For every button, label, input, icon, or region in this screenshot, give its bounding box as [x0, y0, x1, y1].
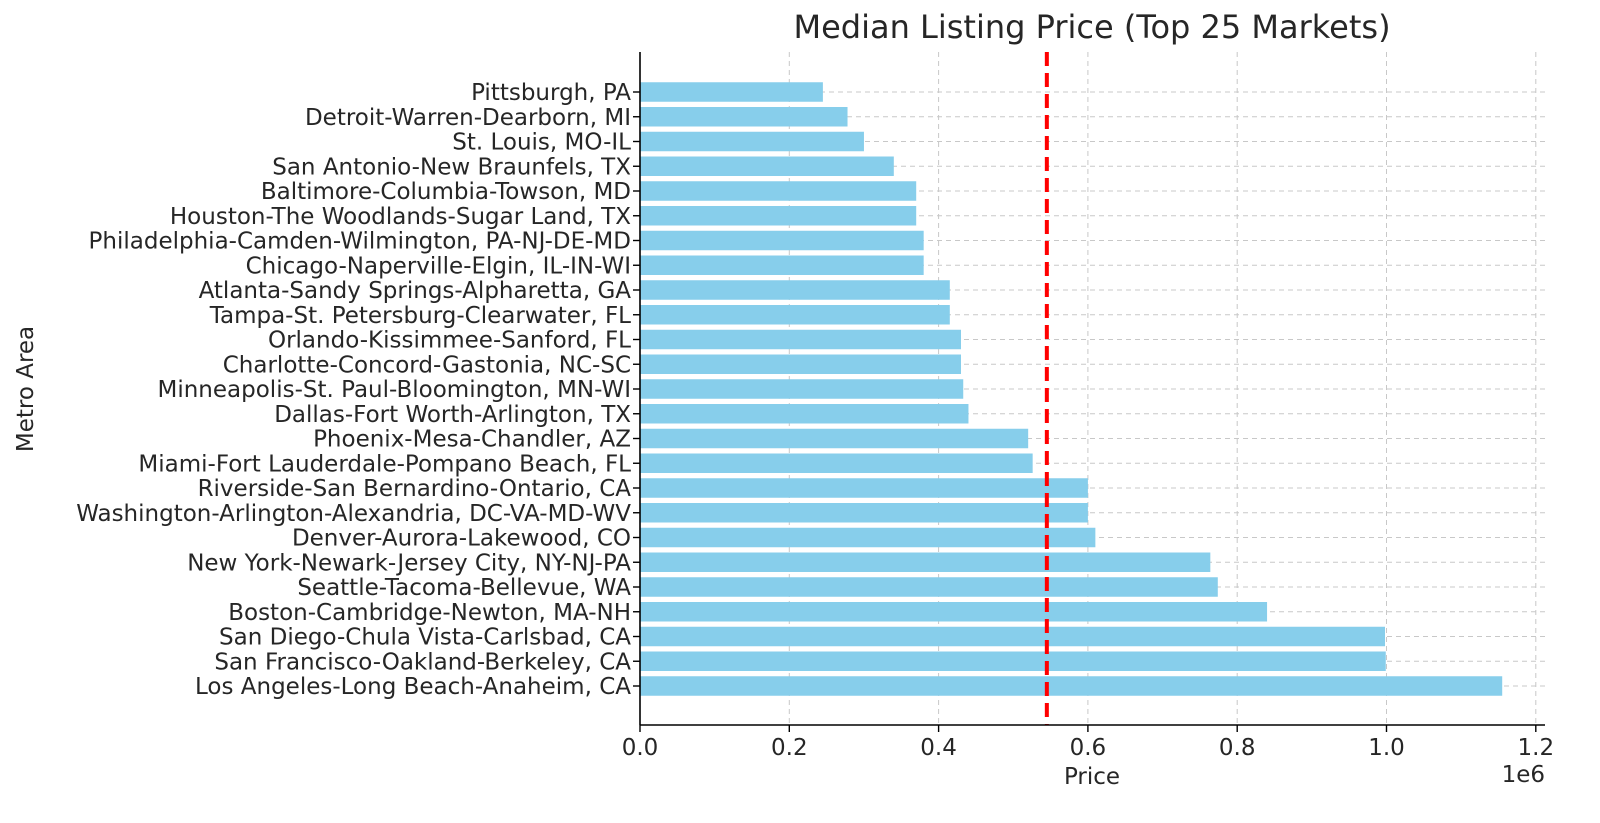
- bar: [640, 428, 1029, 449]
- y-tick-label: Philadelphia-Camden-Wilmington, PA-NJ-DE…: [89, 229, 631, 255]
- x-tick-label: 0.6: [1070, 735, 1107, 761]
- y-tick-label: St. Louis, MO-IL: [452, 130, 631, 156]
- y-tick-label: Dallas-Fort Worth-Arlington, TX: [274, 402, 631, 428]
- bar: [640, 552, 1211, 572]
- y-tick-label: Charlotte-Concord-Gastonia, NC-SC: [223, 352, 631, 378]
- bar: [640, 527, 1096, 548]
- x-tick-label: 0.2: [771, 735, 808, 761]
- x-axis-label: Price: [1064, 764, 1120, 790]
- y-tick-label: Chicago-Naperville-Elgin, IL-IN-WI: [246, 253, 631, 279]
- bar: [640, 626, 1386, 647]
- y-tick-label: Seattle-Tacoma-Bellevue, WA: [297, 575, 631, 601]
- y-tick-label: San Francisco-Oakland-Berkeley, CA: [214, 649, 631, 675]
- bar: [640, 404, 969, 424]
- bar: [640, 354, 961, 374]
- axes-layer: [633, 52, 1545, 732]
- bar: [640, 280, 950, 300]
- x-tick-label: 1.2: [1518, 735, 1555, 761]
- bar: [640, 305, 950, 325]
- x-tick-label: 0.8: [1219, 735, 1256, 761]
- bar: [640, 131, 864, 152]
- grid-layer: [639, 52, 1545, 725]
- y-tick-label: Minneapolis-St. Paul-Bloomington, MN-WI: [158, 377, 632, 403]
- bar: [640, 676, 1503, 696]
- y-tick-label: Pittsburgh, PA: [471, 80, 631, 106]
- bar: [640, 156, 894, 176]
- bar: [640, 602, 1268, 622]
- y-tick-label: Riverside-San Bernardino-Ontario, CA: [198, 476, 632, 502]
- y-tick-label: Tampa-St. Petersburg-Clearwater, FL: [209, 303, 631, 329]
- bar: [640, 82, 823, 102]
- bar: [640, 230, 924, 251]
- y-tick-label: Washington-Arlington-Alexandria, DC-VA-M…: [76, 501, 631, 527]
- x-tick-label: 0.4: [920, 735, 957, 761]
- y-axis-label: Metro Area: [13, 326, 39, 452]
- y-tick-label: Detroit-Warren-Dearborn, MI: [305, 105, 631, 131]
- y-tick-label: Houston-The Woodlands-Sugar Land, TX: [170, 204, 631, 230]
- bar: [640, 577, 1218, 597]
- x-axis-offset-label: 1e6: [1502, 762, 1545, 788]
- labels-layer: 0.0 0.2 0.4 0.6 0.8 1.0 1.2 Los Angeles-Long Be…: [76, 80, 1554, 761]
- y-tick-label: Denver-Aurora-Lakewood, CO: [292, 526, 631, 552]
- y-tick-label: Phoenix-Mesa-Chandler, AZ: [313, 427, 631, 453]
- bar: [640, 503, 1088, 523]
- bar: [640, 453, 1033, 473]
- bar: [640, 651, 1386, 671]
- y-tick-label: New York-Newark-Jersey City, NY-NJ-PA: [187, 550, 631, 576]
- bar: [640, 478, 1088, 498]
- bar: [640, 206, 917, 226]
- y-tick-label: Miami-Fort Lauderdale-Pompano Beach, FL: [138, 451, 631, 477]
- bar: [640, 181, 917, 201]
- chart-title: Median Listing Price (Top 25 Markets): [793, 8, 1390, 46]
- bar: [640, 107, 848, 127]
- bars-layer: [640, 82, 1503, 696]
- y-tick-label: Atlanta-Sandy Springs-Alpharetta, GA: [199, 278, 632, 304]
- y-tick-label: Orlando-Kissimmee-Sanford, FL: [268, 328, 631, 354]
- y-tick-label: Boston-Cambridge-Newton, MA-NH: [228, 600, 631, 626]
- x-tick-label: 1.0: [1368, 735, 1405, 761]
- y-tick-label: San Antonio-New Braunfels, TX: [272, 154, 631, 180]
- y-tick-label: Baltimore-Columbia-Towson, MD: [261, 179, 631, 205]
- x-tick-label: 0.0: [622, 735, 659, 761]
- bar: [640, 255, 924, 275]
- y-tick-label: Los Angeles-Long Beach-Anaheim, CA: [195, 674, 631, 700]
- y-tick-label: San Diego-Chula Vista-Carlsbad, CA: [219, 625, 631, 651]
- bar: [640, 329, 961, 350]
- bar: [640, 379, 964, 399]
